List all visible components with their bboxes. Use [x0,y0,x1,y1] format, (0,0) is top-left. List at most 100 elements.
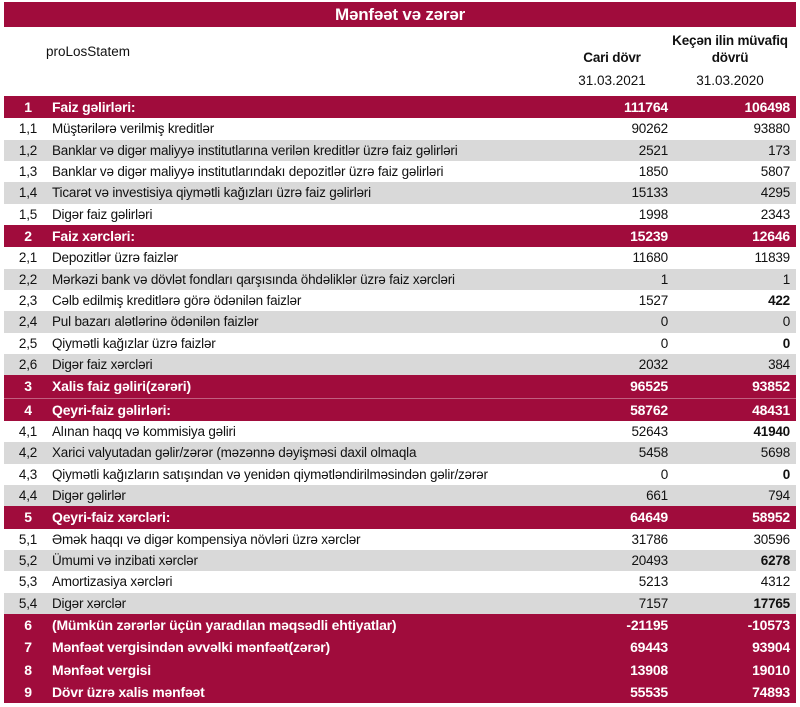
row-label: Əmək haqqı və digər kompensiya növləri ü… [52,531,361,547]
row-number: 4,1 [18,424,38,440]
table-row: 2,1 Depozitlər üzrə faizlər 11680 11839 [4,247,796,269]
row-label: Xalis faiz gəliri(zərəri) [52,378,191,395]
previous-period-date: 31.03.2020 [696,73,764,88]
row-number: 2,6 [18,357,38,373]
row-value-previous: 794 [768,488,790,504]
row-number: 2,1 [18,250,38,266]
row-label: Alınan haqq və kommisiya gəliri [52,424,236,440]
row-number: 9 [24,684,32,701]
row-label: Xarici valyutadan gəlir/zərər (məzənnə d… [52,445,417,461]
row-value-current: 661 [646,488,668,504]
row-value-previous: 11839 [754,250,790,266]
row-value-current: 0 [660,314,669,330]
table-row: 1 Faiz gəlirləri: 111764 106498 [4,96,796,119]
row-value-current: -21195 [626,617,668,634]
row-value-previous: 0 [782,466,791,482]
row-number: 1,1 [18,121,38,137]
table-row: 1,2 Banklar və digər maliyyə institutlar… [4,139,796,161]
table-row: 3 Xalis faiz gəliri(zərəri) 96525 93852 [4,375,796,398]
row-label: Mənfəət vergisindən əvvəlki mənfəət(zərə… [52,639,330,656]
row-number: 4,3 [18,466,38,482]
row-value-previous: 93852 [752,378,790,395]
table-row: 4,3 Qiymətli kağızların satışından və ye… [4,463,796,485]
row-label: Digər faiz gəlirləri [52,206,153,222]
row-label: Qiymətli kağızlar üzrə faizlər [52,335,216,351]
row-number: 5,1 [18,531,38,547]
row-value-previous: -10573 [747,617,791,634]
row-label: Ticarət və investisiya qiymətli kağızlar… [52,185,371,201]
row-number: 6 [24,617,32,634]
row-value-previous: 17765 [753,595,790,611]
row-value-current: 15239 [630,228,668,245]
profit-loss-statement: Mənfəət və zərər proLosStatem Cari dövr … [4,2,796,704]
row-value-previous: 74893 [752,684,790,701]
row-label: Banklar və digər maliyyə institutlarına … [52,142,458,158]
row-value-current: 55535 [630,684,668,701]
row-value-previous: 12646 [752,228,790,245]
row-value-current: 1527 [638,293,668,309]
row-value-current: 52643 [631,424,668,440]
row-number: 4,4 [18,488,38,504]
row-number: 2,2 [18,271,38,287]
row-label: Dövr üzrə xalis mənfəət [52,684,205,701]
row-value-previous: 93904 [752,639,790,656]
row-value-previous: 48431 [752,401,790,418]
table-row: 5,2 Ümumi və inzibati xərclər 20493 6278 [4,549,796,572]
row-value-current: 0 [660,466,669,482]
row-number: 5,3 [18,574,38,590]
row-value-current: 1998 [638,206,668,222]
table-row: 5,3 Amortizasiya xərcləri 5213 4312 [4,571,796,593]
row-label: Cəlb edilmiş kreditlərə görə ödənilən fa… [52,293,302,309]
row-number: 1,5 [18,206,38,222]
row-number: 1,2 [18,142,38,158]
table-row: 4,2 Xarici valyutadan gəlir/zərər (məzən… [4,442,796,464]
table-row: 2,3 Cəlb edilmiş kreditlərə görə ödənilə… [4,289,796,312]
row-value-current: 31786 [631,531,668,547]
table-row: 7 Mənfəət vergisindən əvvəlki mənfəət(zə… [4,636,796,659]
row-value-previous: 106498 [744,99,790,116]
table-row: 2,5 Qiymətli kağızlar üzrə faizlər 0 0 [4,332,796,354]
row-value-current: 0 [660,335,669,351]
row-value-previous: 173 [768,142,790,158]
row-number: 5 [24,509,32,526]
row-number: 1,4 [18,185,38,201]
table-row: 8 Mənfəət vergisi 13908 19010 [4,658,796,681]
row-value-current: 96525 [630,378,668,395]
row-number: 8 [24,661,32,678]
row-label: Qeyri-faiz xərcləri: [52,509,171,526]
row-number: 5,4 [18,595,38,611]
current-period-date: 31.03.2021 [578,73,646,88]
row-value-current: 90262 [631,121,668,137]
row-label: Qeyri-faiz gəlirləri: [52,401,171,418]
previous-period-column: Keçən ilin müvafiq dövrü 31.03.2020 [668,27,796,96]
row-value-current: 13908 [630,661,668,678]
row-value-current: 11680 [632,250,668,266]
row-label: (Mümkün zərərlər üçün yaradılan məqsədli… [52,617,397,634]
row-number: 4 [24,401,32,418]
row-label: Digər gəlirlər [52,488,126,504]
row-label: Faiz xərcləri: [52,228,135,245]
row-value-previous: 58952 [752,509,790,526]
table-row: 2 Faiz xərcləri: 15239 12646 [4,224,796,248]
table-row: 2,4 Pul bazarı alətlərinə ödənilən faizl… [4,311,796,333]
row-label: Digər xərclər [52,595,126,611]
table-header: proLosStatem Cari dövr 31.03.2021 Keçən … [4,27,796,96]
table-row: 1,3 Banklar və digər maliyyə institutlar… [4,160,796,183]
row-value-previous: 19010 [752,661,790,678]
row-value-previous: 4312 [760,574,790,590]
row-value-current: 58762 [630,401,668,418]
row-value-previous: 384 [768,357,790,373]
table-row: 5 Qeyri-faiz xərcləri: 64649 58952 [4,506,796,529]
row-label: Digər faiz xərcləri [52,357,153,373]
row-label: Müştərilərə verilmiş kreditlər [52,121,215,137]
row-number: 2,3 [18,293,38,309]
row-value-current: 2521 [638,142,668,158]
table-row: 5,4 Digər xərclər 7157 17765 [4,592,796,614]
row-value-previous: 4295 [760,185,790,201]
row-label: Mərkəzi bank və dövlət fondları qarşısın… [52,271,455,287]
row-number: 7 [24,639,32,656]
row-label: Mənfəət vergisi [52,661,151,678]
table-row: 1,4 Ticarət və investisiya qiymətli kağı… [4,182,796,204]
row-value-current: 15133 [631,185,668,201]
row-value-previous: 5698 [760,445,790,461]
